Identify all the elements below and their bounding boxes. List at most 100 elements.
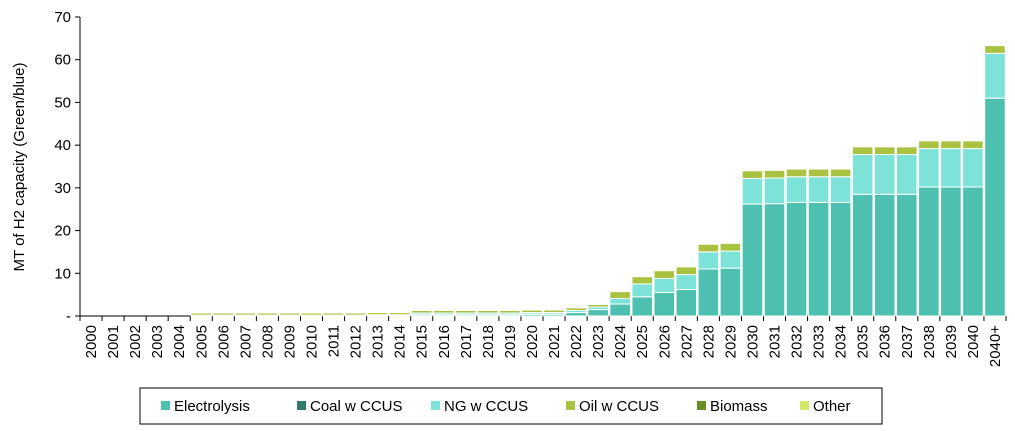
x-tick-label: 2035	[855, 325, 872, 358]
bar-segment	[234, 312, 257, 316]
x-tick-label: 2040	[965, 325, 982, 358]
legend-swatch	[697, 401, 706, 410]
x-tick-label: 2021	[546, 325, 563, 358]
x-tick-label: 2006	[215, 325, 232, 358]
bar-stack	[388, 312, 411, 317]
x-tick-label: 2017	[458, 325, 475, 358]
bar-stack	[653, 270, 676, 317]
x-tick-label: 2022	[568, 325, 585, 358]
x-tick-label: 2000	[83, 325, 100, 358]
bar-stack	[477, 309, 499, 317]
x-tick-label: 2010	[304, 325, 321, 358]
bar-stack	[433, 309, 455, 317]
bar-segment	[851, 154, 874, 195]
y-tick-label: 60	[54, 52, 71, 69]
bar-stack	[587, 303, 609, 317]
legend-swatch	[566, 401, 575, 410]
legend-swatch	[297, 401, 306, 410]
bar-segment	[940, 148, 962, 188]
bar-stack	[609, 291, 631, 317]
bar-segment	[697, 251, 720, 270]
bar-segment	[851, 193, 874, 317]
x-tick-label: 2005	[193, 325, 210, 358]
bar-stack	[829, 168, 852, 317]
bar-stack	[940, 140, 962, 317]
bar-segment	[587, 303, 609, 308]
bar-stack	[565, 307, 587, 317]
bar-segment	[653, 277, 676, 294]
bar-segment	[763, 169, 786, 179]
bar-segment	[212, 312, 235, 316]
x-axis: 2000 2001 2002 2003 2004 2005 2006 2007 2008 2009…	[79, 315, 1007, 367]
bar-stack	[851, 146, 874, 317]
x-tick-label: 2027	[678, 325, 695, 358]
x-tick-label: 2015	[414, 325, 431, 358]
bar-segment	[763, 203, 786, 317]
bar-stack	[344, 312, 367, 317]
x-tick-label: 2020	[524, 325, 541, 358]
bar-segment	[719, 242, 742, 252]
y-axis: - 10 20 30 40 50 60 70	[54, 9, 81, 325]
x-tick-label: 2011	[326, 325, 343, 357]
bar-stack	[873, 146, 896, 317]
legend-label: Oil w CCUS	[579, 398, 659, 415]
bar-segment	[918, 186, 940, 317]
bar-segment	[675, 289, 698, 317]
bar-stack	[543, 309, 565, 317]
y-tick-label: 70	[54, 9, 71, 26]
x-tick-label: 2018	[480, 325, 497, 358]
legend-box	[139, 387, 883, 425]
legend-swatch	[161, 401, 170, 410]
y-axis-label: MT of H2 capacity (Green/blue)	[11, 63, 28, 272]
legend-swatch	[431, 401, 440, 410]
y-tick-label: 20	[54, 223, 71, 240]
x-tick-label: 2014	[392, 325, 409, 358]
legend-label: NG w CCUS	[444, 398, 528, 415]
bar-segment	[543, 309, 565, 314]
bar-segment	[631, 283, 653, 298]
bar-stack	[807, 168, 830, 317]
bar-stack	[366, 312, 389, 317]
bar-stack	[455, 309, 477, 317]
bar-stacks	[190, 45, 1006, 317]
x-tick-label: 2026	[656, 325, 673, 358]
bar-stack	[278, 312, 301, 317]
bar-segment	[873, 193, 896, 317]
x-tick-label: 2029	[722, 325, 739, 358]
bar-segment	[190, 312, 213, 316]
bar-segment	[785, 176, 808, 203]
bar-segment	[741, 170, 764, 179]
x-tick-label: 2034	[833, 325, 850, 358]
bar-stack	[300, 312, 323, 317]
bar-segment	[984, 45, 1006, 54]
x-tick-label: 2033	[811, 325, 828, 358]
bar-stack	[675, 266, 698, 317]
bar-segment	[609, 291, 631, 299]
bar-stack	[212, 312, 235, 317]
bar-segment	[896, 154, 918, 195]
bar-segment	[609, 297, 631, 305]
x-tick-label: 2037	[899, 325, 916, 358]
x-tick-label: 2009	[281, 325, 298, 358]
bar-stack	[785, 168, 808, 317]
bar-segment	[366, 312, 389, 316]
bar-stack	[234, 312, 257, 317]
bar-segment	[477, 309, 499, 314]
bar-segment	[962, 186, 984, 317]
x-tick-label: 2040+	[987, 325, 1004, 367]
bar-stack	[962, 140, 984, 317]
legend-label: Coal w CCUS	[310, 398, 403, 415]
bar-segment	[565, 307, 587, 311]
bar-segment	[807, 201, 830, 317]
legend-label: Electrolysis	[174, 398, 250, 415]
bar-segment	[256, 312, 279, 316]
x-tick-label: 2023	[590, 325, 607, 358]
bar-segment	[962, 140, 984, 150]
x-tick-label: 2013	[370, 325, 387, 358]
x-tick-label: 2036	[877, 325, 894, 358]
legend-label: Other	[813, 398, 851, 415]
bar-stack	[256, 312, 279, 317]
x-tick-label: 2028	[700, 325, 717, 358]
bar-stack	[499, 309, 521, 317]
bar-segment	[675, 266, 698, 276]
